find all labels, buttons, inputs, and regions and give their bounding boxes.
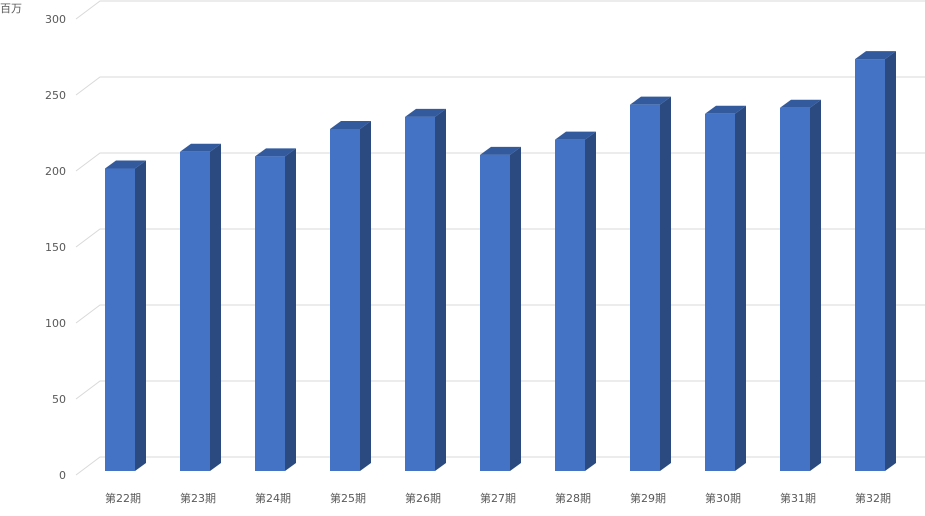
x-tick-label: 第26期 [405,491,441,505]
x-tick-label: 第30期 [705,491,741,505]
x-axis-ticks: 第22期 第23期 第24期 第25期 第26期 第27期 第28期 第29期 第30期 第31期… [105,491,891,505]
y-tick-label: 200 [45,165,66,178]
bar-front [705,113,735,472]
y-axis-ticks: 0 50 100 150 200 250 300 [45,13,66,482]
bar-top [855,51,896,60]
bar-front [855,59,885,472]
bar-front [180,151,210,472]
bar-side [585,131,596,471]
bar [105,160,146,471]
y-tick-label: 250 [45,89,66,102]
bar-top [255,148,296,157]
bar-top [330,121,371,129]
bar-top [480,146,521,155]
y-tick-label: 100 [45,317,66,330]
bar [780,99,821,471]
bar [330,121,371,471]
bar-front [480,154,510,471]
gridline [75,76,925,96]
bar-side [885,51,896,471]
bar-side [360,121,371,471]
bar-front [630,104,660,472]
bar-side [435,108,446,471]
bar-side [735,105,746,472]
x-tick-label: 第29期 [630,491,666,505]
bar-front [405,116,435,471]
bar-top [180,143,221,152]
y-tick-label: 50 [52,393,66,406]
x-tick-label: 第27期 [480,491,516,505]
gridlines [75,0,925,476]
bar-side [285,148,296,472]
bar-side [660,96,671,472]
bar-front [780,107,810,471]
unit-label: 百万 [0,2,22,15]
bar-side [810,99,821,471]
x-tick-label: 第31期 [780,491,816,505]
bar [705,105,746,472]
bar-top [105,160,146,169]
bar-top [780,99,821,108]
x-tick-label: 第32期 [855,491,891,505]
bar [630,96,671,472]
bar-top [705,105,746,114]
x-tick-label: 第24期 [255,491,291,505]
x-tick-label: 第22期 [105,491,141,505]
x-tick-label: 第23期 [180,491,216,505]
bar-side [510,146,521,471]
bar-top [555,131,596,140]
bar-top [630,96,671,105]
bar-side [210,143,221,472]
y-tick-label: 150 [45,241,66,254]
bar-side [135,160,146,471]
x-tick-label: 第25期 [330,491,366,505]
bar-front [330,129,360,471]
bar-front [255,156,285,472]
gridline [75,0,925,20]
bar-front [105,168,135,471]
bar [555,131,596,471]
bars [105,51,896,472]
bar [255,148,296,472]
y-tick-label: 300 [45,13,66,26]
bar [855,51,896,472]
bar-front [555,139,585,471]
bar [405,108,446,471]
bar-top [405,108,446,117]
x-tick-label: 第28期 [555,491,591,505]
bar [180,143,221,472]
bar [480,146,521,471]
y-tick-label: 0 [59,469,66,482]
